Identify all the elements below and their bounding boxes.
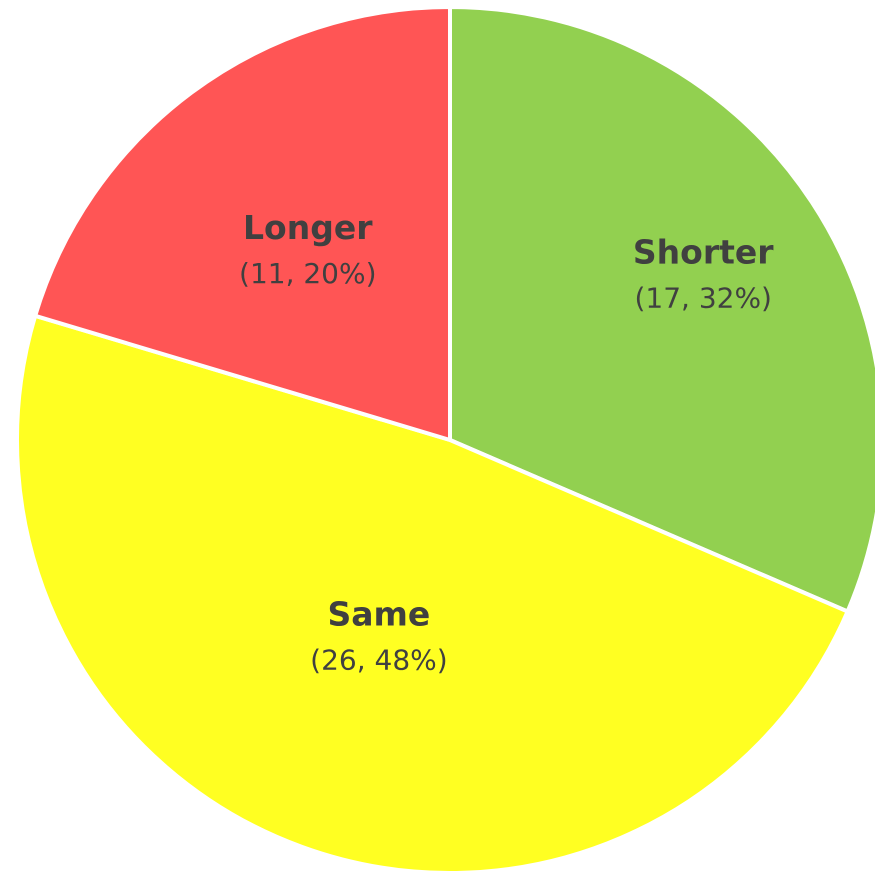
slice-label-longer: Longer <box>243 208 373 247</box>
slice-value-shorter: (17, 32%) <box>634 281 772 314</box>
pie-slice-shorter <box>448 5 875 614</box>
slice-label-shorter: Shorter <box>633 232 774 271</box>
pie-slice-longer <box>33 5 452 442</box>
pie-slice-same <box>15 313 850 875</box>
slice-value-same: (26, 48%) <box>310 643 448 676</box>
slice-label-same: Same <box>328 594 431 633</box>
pie-slices <box>15 5 875 875</box>
slice-value-longer: (11, 20%) <box>239 257 377 290</box>
slice-labels: Shorter (17, 32%) Same (26, 48%) Longer (11, … <box>239 208 774 676</box>
